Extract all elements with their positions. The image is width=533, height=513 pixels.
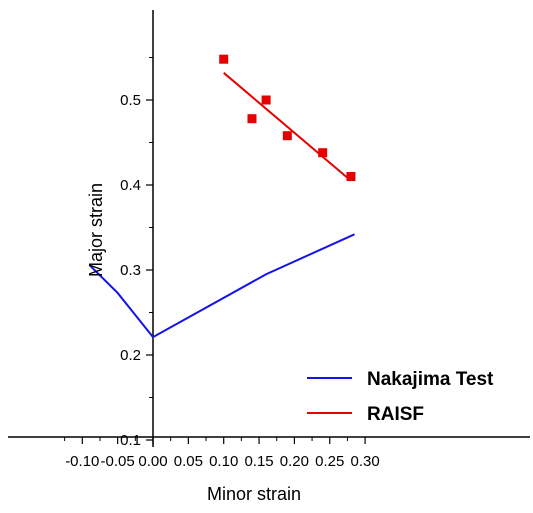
x-tick-label: -0.05 [101,453,135,470]
y-ticks: 0.1 0.2 0.3 0.4 0.5 [120,57,153,449]
x-tick-label: 0.30 [350,453,379,470]
series [88,54,356,339]
x-tick-label: 0.10 [209,453,238,470]
axes [8,10,530,447]
legend: Nakajima Test RAISF [307,369,494,425]
y-axis-title: Major strain [86,183,106,277]
y-tick-label: 0.2 [120,347,141,364]
x-ticks: -0.10 -0.05 0.00 0.05 0.10 0.15 0.20 0.25 0.30 [64,437,380,470]
x-tick-label: 0.20 [280,453,309,470]
legend-label-raisf: RAISF [367,404,424,425]
legend-label-nakajima: Nakajima Test [367,369,494,390]
raisf-point [282,131,292,141]
x-tick-label: 0.15 [244,453,273,470]
x-tick-label: 0.25 [315,453,344,470]
x-tick-label: 0.05 [174,453,203,470]
raisf-point [247,114,257,124]
raisf-point [318,148,328,158]
x-tick-label: -0.10 [65,453,99,470]
y-tick-label: 0.3 [120,262,141,279]
raisf-point [219,54,229,64]
raisf-fit-line [223,72,352,182]
raisf-point [346,172,356,181]
y-tick-label: 0.4 [120,177,141,194]
nakajima-test-line [88,233,355,339]
y-tick-label: 0.5 [120,92,141,109]
x-tick-label: 0.00 [138,453,167,470]
x-axis-title: Minor strain [207,484,301,504]
y-tick-label: 0.1 [120,432,141,449]
raisf-point [261,95,271,105]
